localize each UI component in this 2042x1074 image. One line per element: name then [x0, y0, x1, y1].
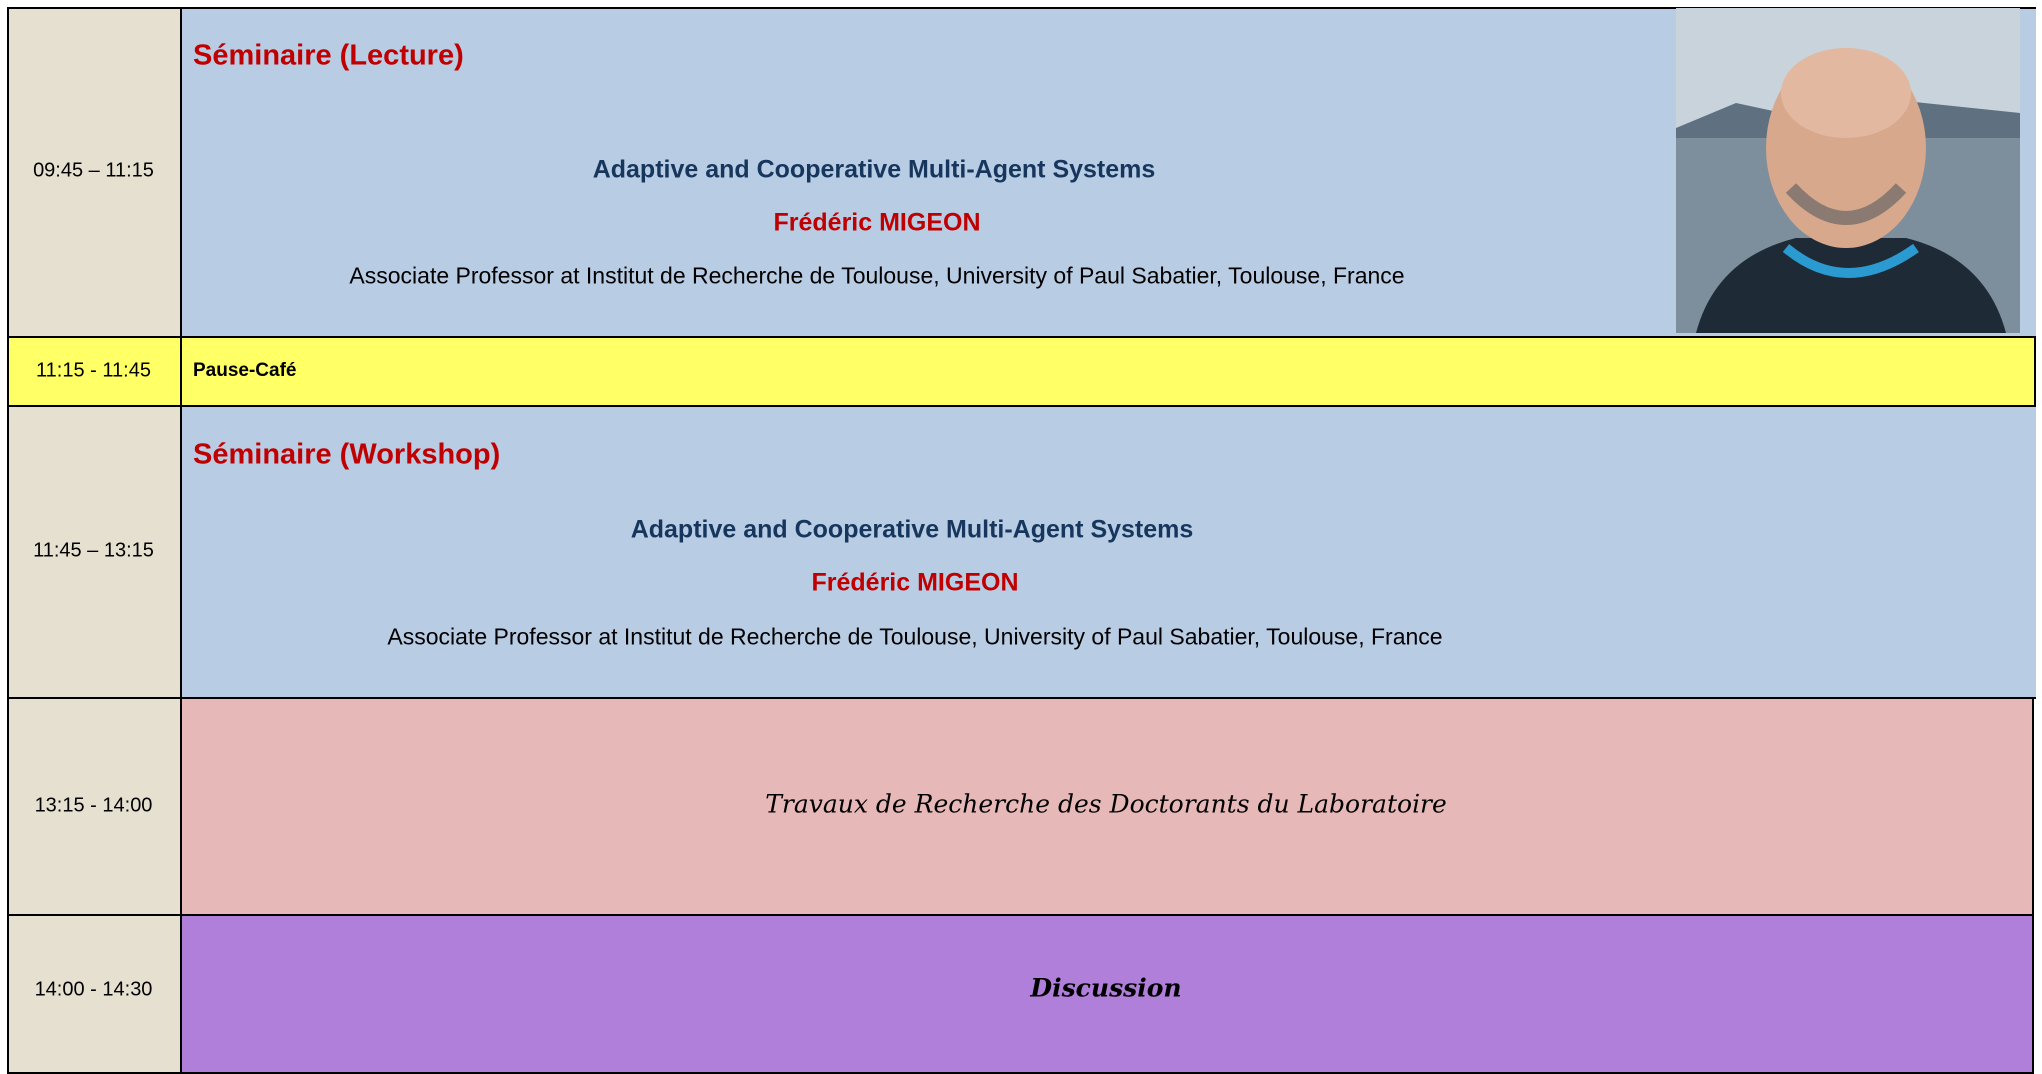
speaker-name: Frédéric MIGEON — [811, 568, 1019, 597]
talk-title: Adaptive and Cooperative Multi-Agent Sys… — [630, 515, 1194, 544]
speaker-photo — [1676, 8, 2020, 333]
talk-title: Adaptive and Cooperative Multi-Agent Sys… — [592, 155, 1156, 184]
break-cell — [180, 336, 2036, 407]
time-cell — [7, 914, 182, 1074]
time: 09:45 – 11:15 — [33, 159, 154, 182]
time: 11:15 - 11:45 — [36, 359, 151, 382]
speaker-affiliation: Associate Professor at Institut de Reche… — [349, 262, 1405, 289]
break-label: Pause-Café — [193, 360, 297, 381]
session-cell — [180, 405, 2036, 699]
session-heading: Séminaire (Workshop) — [193, 438, 501, 471]
time-cell — [7, 336, 182, 407]
speaker-name: Frédéric MIGEON — [773, 208, 981, 237]
time: 13:15 - 14:00 — [34, 794, 153, 817]
time: 11:45 – 13:15 — [33, 539, 154, 562]
speaker-affiliation: Associate Professor at Institut de Reche… — [387, 623, 1443, 650]
session-label: Travaux de Recherche des Doctorants du L… — [765, 789, 1447, 819]
session-label: Discussion — [1030, 973, 1182, 1003]
time: 14:00 - 14:30 — [34, 978, 153, 1001]
time-cell — [7, 7, 182, 338]
session-heading: Séminaire (Lecture) — [193, 39, 464, 72]
